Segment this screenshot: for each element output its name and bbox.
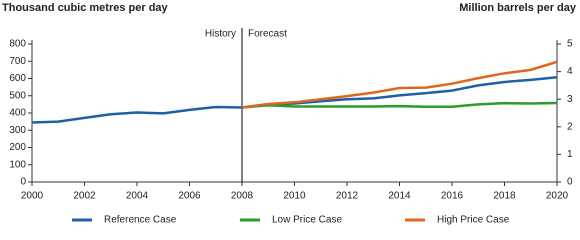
y2-tick-label: 2 — [567, 121, 573, 132]
y2-tick-label: 3 — [567, 94, 573, 105]
x-tick-label: 2020 — [546, 191, 569, 202]
x-tick-label: 2004 — [126, 191, 149, 202]
y-tick-label: 200 — [9, 142, 26, 153]
y-tick-label: 0 — [20, 177, 26, 188]
y-tick-label: 700 — [9, 56, 26, 67]
x-tick-label: 2010 — [283, 191, 306, 202]
legend-label: High Price Case — [437, 215, 510, 226]
x-tick-label: 2016 — [441, 191, 464, 202]
y-tick-label: 800 — [9, 39, 26, 50]
x-tick-label: 2002 — [73, 191, 96, 202]
x-tick-label: 2014 — [388, 191, 411, 202]
x-tick-label: 2012 — [336, 191, 359, 202]
x-tick-label: 2018 — [493, 191, 516, 202]
legend-label: Reference Case — [104, 215, 177, 226]
x-tick-label: 2006 — [178, 191, 201, 202]
x-tick-label: 2000 — [21, 191, 44, 202]
y2-tick-label: 5 — [567, 39, 573, 50]
y-axis-title: Thousand cubic metres per day — [2, 2, 169, 14]
y2-tick-label: 1 — [567, 149, 573, 160]
chart: Thousand cubic metres per day Million ba… — [2, 2, 577, 226]
x-tick-label: 2008 — [231, 191, 254, 202]
y-tick-label: 500 — [9, 90, 26, 101]
y2-tick-label: 0 — [567, 177, 573, 188]
series-line — [241, 101, 558, 109]
y-tick-label: 100 — [9, 159, 26, 170]
y-tick-label: 400 — [9, 108, 26, 119]
y-tick-label: 300 — [9, 125, 26, 136]
annotation: Forecast — [248, 29, 287, 40]
legend-label: Low Price Case — [272, 215, 342, 226]
annotation: History — [205, 29, 236, 40]
series-line — [241, 60, 558, 109]
y-tick-label: 600 — [9, 73, 26, 84]
y2-axis-title: Million barrels per day — [459, 2, 577, 14]
y2-tick-label: 4 — [567, 66, 573, 77]
series-line — [31, 76, 558, 124]
